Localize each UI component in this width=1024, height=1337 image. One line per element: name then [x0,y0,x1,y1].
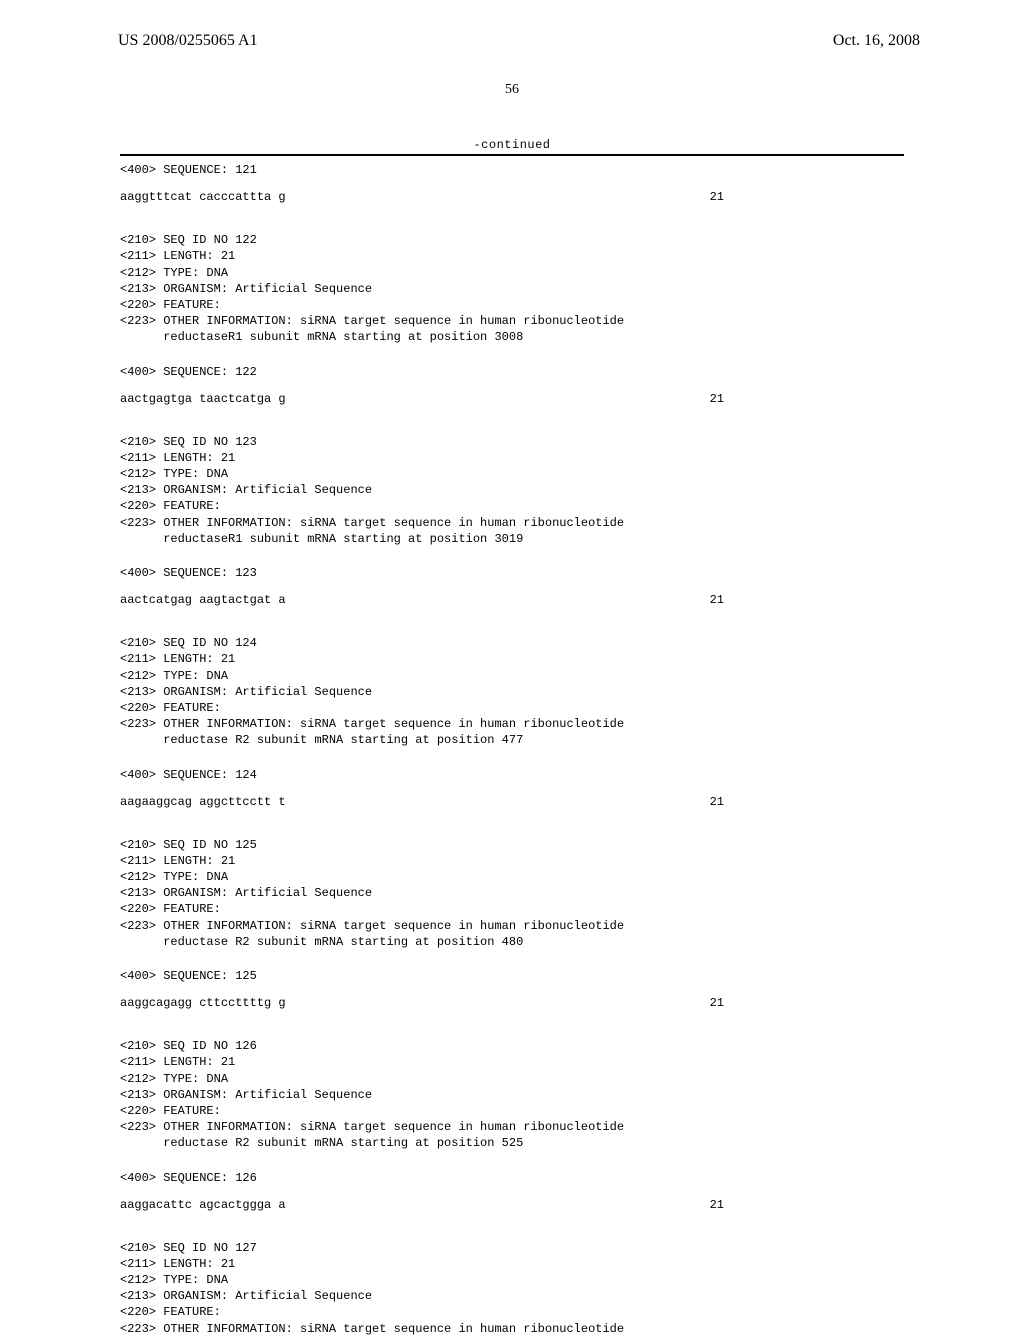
seq-meta-126: <210> SEQ ID NO 126 <211> LENGTH: 21 <21… [120,1038,904,1151]
seq-label-126: <400> SEQUENCE: 126 [120,1170,904,1186]
seq-label-124: <400> SEQUENCE: 124 [120,767,904,783]
seq-row-121: aaggtttcat cacccattta g 21 [120,190,904,204]
seq-meta-127: <210> SEQ ID NO 127 <211> LENGTH: 21 <21… [120,1240,904,1337]
continued-label: -continued [120,138,904,152]
seq-label-122: <400> SEQUENCE: 122 [120,364,904,380]
sequence-length: 21 [710,1198,904,1212]
publication-number: US 2008/0255065 A1 [118,32,258,50]
seq-row-122: aactgagtga taactcatga g 21 [120,392,904,406]
seq-label-125: <400> SEQUENCE: 125 [120,968,904,984]
sequence-text: aaggacattc agcactggga a [120,1198,286,1212]
seq-row-123: aactcatgag aagtactgat a 21 [120,593,904,607]
sequence-text: aactgagtga taactcatga g [120,392,286,406]
sequence-text: aactcatgag aagtactgat a [120,593,286,607]
seq-row-125: aaggcagagg cttccttttg g 21 [120,996,904,1010]
page-number: 56 [0,82,1024,98]
sequence-length: 21 [710,392,904,406]
publication-date: Oct. 16, 2008 [833,32,920,50]
seq-row-124: aagaaggcag aggcttcctt t 21 [120,795,904,809]
sequence-text: aaggcagagg cttccttttg g [120,996,286,1010]
seq-meta-122: <210> SEQ ID NO 122 <211> LENGTH: 21 <21… [120,232,904,345]
top-rule [120,154,904,156]
sequence-text: aagaaggcag aggcttcctt t [120,795,286,809]
seq-label-123: <400> SEQUENCE: 123 [120,565,904,581]
seq-meta-124: <210> SEQ ID NO 124 <211> LENGTH: 21 <21… [120,635,904,748]
sequence-length: 21 [710,795,904,809]
sequence-listing: -continued <400> SEQUENCE: 121 aaggtttca… [120,138,904,1337]
seq-header-121: <400> SEQUENCE: 121 [120,162,904,178]
page-header: US 2008/0255065 A1 Oct. 16, 2008 [0,0,1024,60]
sequence-length: 21 [710,593,904,607]
seq-row-126: aaggacattc agcactggga a 21 [120,1198,904,1212]
seq-meta-125: <210> SEQ ID NO 125 <211> LENGTH: 21 <21… [120,837,904,950]
sequence-length: 21 [710,190,904,204]
sequence-length: 21 [710,996,904,1010]
seq-meta-123: <210> SEQ ID NO 123 <211> LENGTH: 21 <21… [120,434,904,547]
sequence-text: aaggtttcat cacccattta g [120,190,286,204]
